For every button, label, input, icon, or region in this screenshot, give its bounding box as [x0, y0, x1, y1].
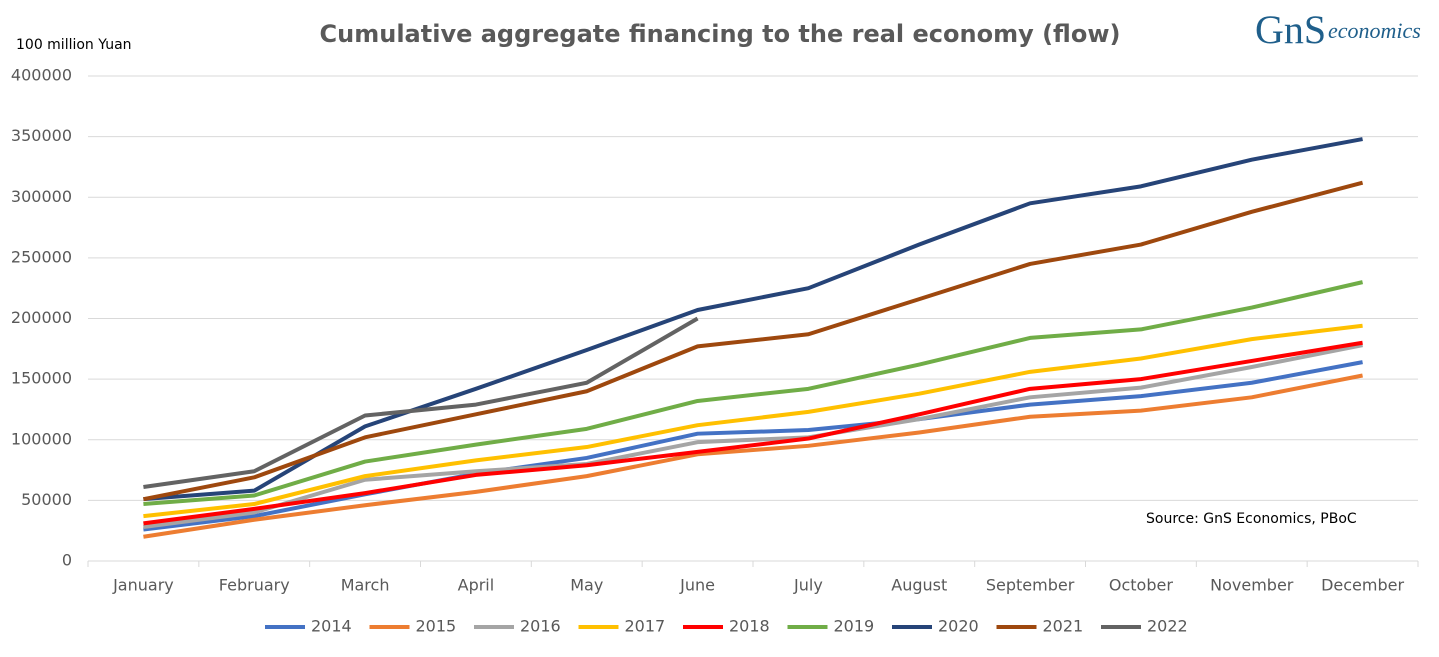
legend-label: 2015 [416, 617, 457, 636]
y-tick-label: 150000 [11, 369, 72, 388]
chart-title: Cumulative aggregate financing to the re… [320, 20, 1121, 48]
legend-label: 2017 [625, 617, 666, 636]
series-line [143, 280, 1364, 507]
series-line [143, 137, 1363, 502]
y-tick-label: 200000 [11, 308, 72, 327]
legend-label: 2014 [311, 617, 352, 636]
y-tick-label: 350000 [11, 126, 72, 145]
legend-label: 2018 [729, 617, 770, 636]
logo-mark: GnS [1255, 7, 1326, 52]
x-tick-label: June [679, 576, 715, 595]
x-tick-label: August [891, 576, 947, 595]
x-tick-label: March [341, 576, 390, 595]
annotation: Source: GnS Economics, PBoC [1146, 511, 1357, 527]
y-tick-label: 100000 [11, 429, 72, 448]
x-tick-label: February [219, 576, 290, 595]
y-tick-label: 50000 [21, 490, 72, 509]
legend-label: 2016 [520, 617, 561, 636]
x-tick-label: November [1210, 576, 1294, 595]
legend-label: 2019 [834, 617, 875, 636]
series-line [143, 360, 1363, 532]
series-line [143, 373, 1363, 539]
y-tick-label: 400000 [11, 66, 72, 85]
legend-label: 2020 [938, 617, 979, 636]
y-tick-label: 300000 [11, 187, 72, 206]
x-tick-label: April [458, 576, 495, 595]
y-axis-label: 100 million Yuan [16, 37, 132, 53]
y-tick-label: 0 [62, 551, 72, 570]
x-tick-label: May [570, 576, 603, 595]
legend-label: 2022 [1147, 617, 1188, 636]
x-tick-label: October [1109, 576, 1173, 595]
x-tick-label: September [986, 576, 1075, 595]
series-line [143, 340, 1363, 526]
series-line [143, 323, 1363, 519]
legend-label: 2021 [1043, 617, 1084, 636]
series-line [143, 343, 1363, 530]
x-tick-label: July [793, 576, 823, 595]
series-line [143, 180, 1364, 502]
logo-text: economics [1328, 18, 1421, 43]
series-line [143, 316, 699, 490]
x-tick-label: December [1321, 576, 1404, 595]
y-tick-label: 250000 [11, 247, 72, 266]
x-tick-label: January [112, 576, 174, 595]
